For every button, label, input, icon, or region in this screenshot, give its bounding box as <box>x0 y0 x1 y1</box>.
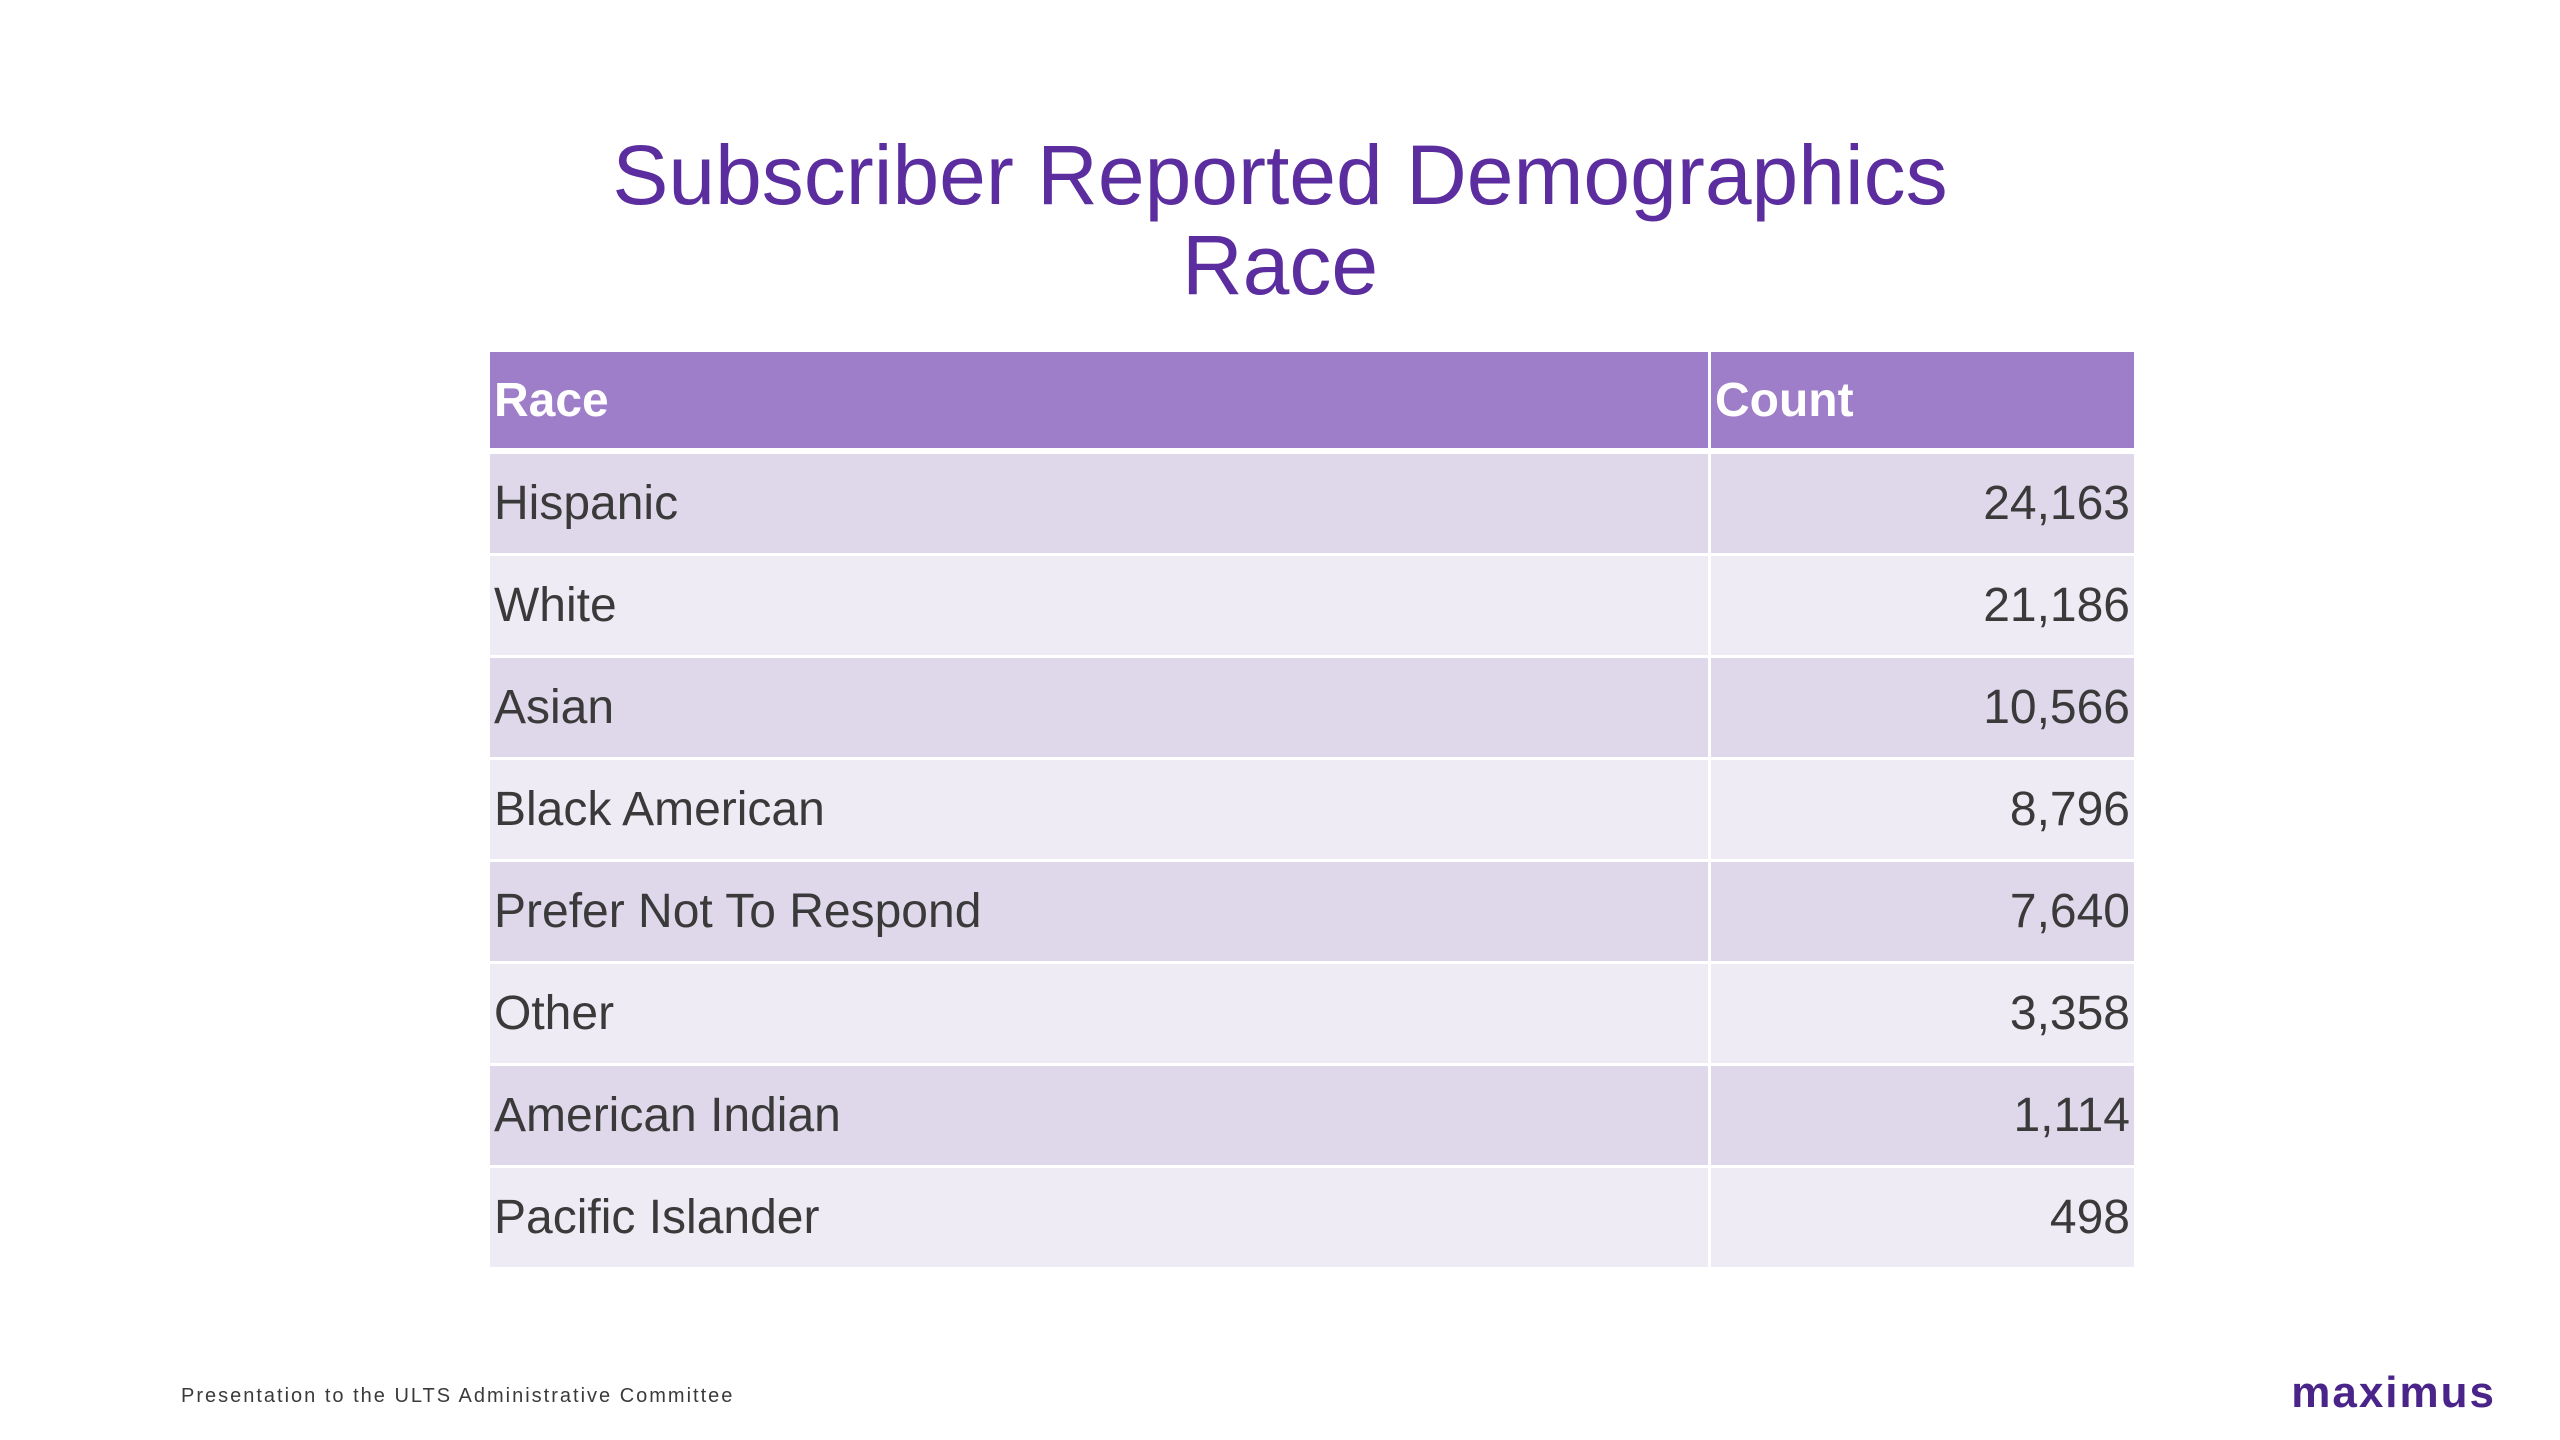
table-row: American Indian 1,114 <box>490 1066 2134 1168</box>
count-cell: 7,640 <box>1708 862 2134 964</box>
race-cell: Pacific Islander <box>490 1168 1708 1270</box>
race-cell: Hispanic <box>490 454 1708 556</box>
count-cell: 24,163 <box>1708 454 2134 556</box>
race-cell: Prefer Not To Respond <box>490 862 1708 964</box>
title-line-1: Subscriber Reported Demographics <box>612 128 1948 222</box>
count-cell: 21,186 <box>1708 556 2134 658</box>
maximus-logo: maximus <box>2291 1368 2496 1417</box>
race-table: Race Count Hispanic 24,163 White 21,186 … <box>490 352 2134 1270</box>
race-cell: White <box>490 556 1708 658</box>
race-table-container: Race Count Hispanic 24,163 White 21,186 … <box>490 352 2134 1270</box>
footer-text: Presentation to the ULTS Administrative … <box>181 1385 735 1407</box>
header-race: Race <box>490 352 1708 454</box>
table-row: White 21,186 <box>490 556 2134 658</box>
table-header-row: Race Count <box>490 352 2134 454</box>
table-row: Asian 10,566 <box>490 658 2134 760</box>
title-line-2: Race <box>1181 218 1379 312</box>
race-cell: American Indian <box>490 1066 1708 1168</box>
count-cell: 1,114 <box>1708 1066 2134 1168</box>
table-row: Other 3,358 <box>490 964 2134 1066</box>
count-cell: 498 <box>1708 1168 2134 1270</box>
table-row: Hispanic 24,163 <box>490 454 2134 556</box>
table-row: Black American 8,796 <box>490 760 2134 862</box>
count-cell: 8,796 <box>1708 760 2134 862</box>
table-row: Pacific Islander 498 <box>490 1168 2134 1270</box>
race-cell: Asian <box>490 658 1708 760</box>
table-row: Prefer Not To Respond 7,640 <box>490 862 2134 964</box>
race-cell: Black American <box>490 760 1708 862</box>
race-cell: Other <box>490 964 1708 1066</box>
header-count: Count <box>1708 352 2134 454</box>
count-cell: 10,566 <box>1708 658 2134 760</box>
slide-title: Subscriber Reported Demographics Race <box>0 130 2560 310</box>
count-cell: 3,358 <box>1708 964 2134 1066</box>
